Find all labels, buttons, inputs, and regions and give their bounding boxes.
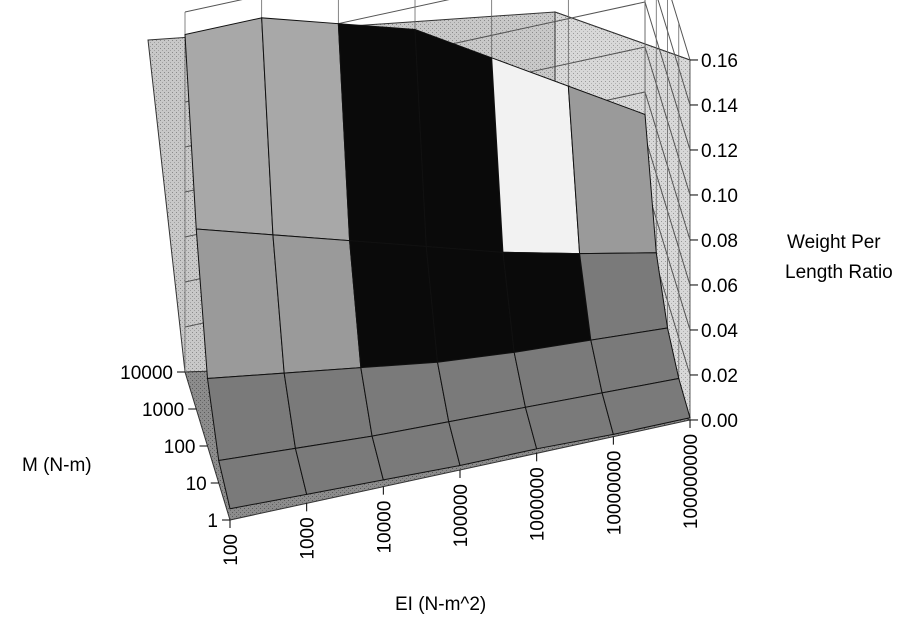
x-axis-ticks: 100 1000 10000 100000 1000000 10000000 1000000… — [221, 419, 702, 566]
z-axis-ticks: 0.00 0.02 0.04 0.06 0.08 0.10 0.12 0.14 0.16 — [690, 51, 738, 432]
surface-cell — [283, 367, 373, 449]
surface-cell — [491, 57, 581, 255]
z-tick-label: 0.12 — [701, 141, 738, 162]
surface-cell — [414, 28, 504, 253]
surface-cell — [184, 17, 274, 236]
surface-cell — [337, 23, 427, 248]
x-tick-label: 10000000 — [604, 451, 625, 536]
surface-cell — [206, 372, 296, 462]
z-tick-label: 0.00 — [701, 411, 738, 432]
x-tick-label: 1000 — [298, 517, 319, 559]
y-axis-ticks: 110 100 1000 10000 — [120, 363, 230, 532]
z-axis-label-line2: Length Ratio — [785, 262, 893, 283]
x-tick-label: 100000 — [451, 484, 472, 547]
z-tick-label: 0.04 — [701, 321, 738, 342]
y-tick-label: 1000 — [142, 400, 184, 421]
surface-cell — [502, 251, 592, 353]
z-axis-label-line1: Weight Per — [787, 232, 881, 253]
y-tick-label: 10000 — [120, 363, 173, 384]
surface-mesh — [184, 17, 691, 510]
x-tick-label: 1000000 — [528, 467, 549, 541]
surface-cell — [601, 377, 691, 435]
z-tick-label: 0.16 — [701, 51, 738, 72]
surface-cell — [425, 245, 515, 363]
y-tick-label: 100 — [164, 437, 196, 458]
surface-cell — [261, 17, 351, 242]
y-tick-label: 10 — [186, 474, 207, 495]
x-axis-label: EI (N-m^2) — [395, 594, 486, 615]
z-tick-label: 0.14 — [701, 96, 738, 117]
surface-cell — [195, 228, 285, 380]
x-tick-label: 100000000 — [681, 434, 702, 529]
gridline — [184, 0, 691, 61]
z-tick-label: 0.02 — [701, 366, 738, 387]
surface-cell — [349, 240, 439, 369]
surface-cell — [272, 234, 362, 374]
z-tick-label: 0.08 — [701, 231, 738, 252]
x-tick-label: 10000 — [374, 501, 395, 554]
x-tick-label: 100 — [221, 534, 242, 566]
z-tick-label: 0.06 — [701, 276, 738, 297]
surface-cell — [579, 252, 669, 341]
y-tick-label: 1 — [207, 511, 218, 532]
z-tick-label: 0.10 — [701, 186, 738, 207]
y-axis-label: M (N-m) — [22, 455, 92, 476]
